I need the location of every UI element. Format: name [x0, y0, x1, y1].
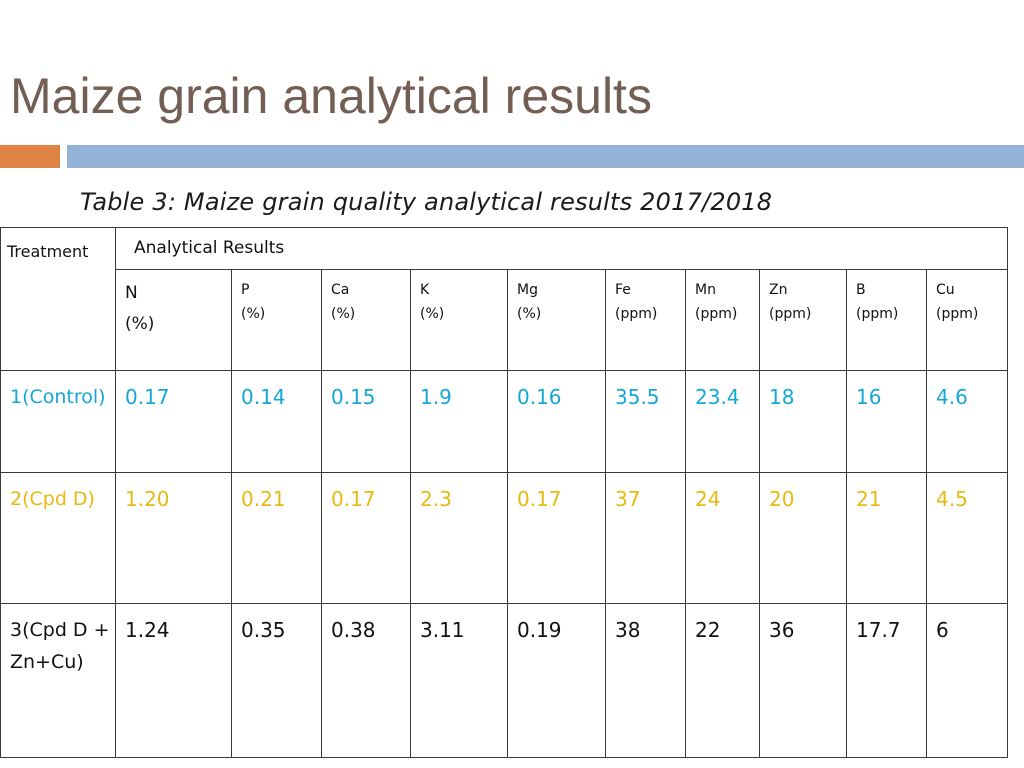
column-symbol: K [420, 282, 430, 298]
value-cell: 0.19 [507, 603, 606, 758]
value-cell: 6 [925, 603, 1009, 758]
value-cell: 0.38 [321, 603, 411, 758]
accent-bar-blue [67, 145, 1024, 168]
column-unit: (ppm) [615, 306, 658, 322]
value-cell: 1.20 [115, 472, 232, 604]
column-header-n: N (%) [115, 269, 232, 371]
slide-title: Maize grain analytical results [10, 68, 652, 124]
column-unit: (ppm) [769, 306, 812, 322]
value-cell: 24 [685, 472, 760, 604]
value-cell: 4.6 [925, 370, 1009, 473]
analytical-results-table: Treatment Analytical Results N (%) P (%) C… [0, 227, 1009, 758]
table-row-cpd-d-zn-cu: 3(Cpd D +Zn+Cu) 1.24 0.35 0.38 3.11 0.19… [0, 603, 1009, 758]
column-symbol: Mg [517, 282, 538, 298]
value-cell: 0.21 [231, 472, 322, 604]
column-header-b: B (ppm) [846, 269, 927, 371]
value-cell: 18 [759, 370, 847, 473]
value-cell: 3.11 [410, 603, 508, 758]
column-header-p: P (%) [231, 269, 322, 371]
column-unit: (%) [420, 306, 445, 322]
column-unit: (%) [241, 306, 266, 322]
column-header-mn: Mn (ppm) [685, 269, 760, 371]
value-cell: 4.5 [925, 472, 1009, 604]
value-cell: 0.16 [507, 370, 606, 473]
treatment-header: Treatment [0, 227, 116, 371]
table-row-cpd-d: 2(Cpd D) 1.20 0.21 0.17 2.3 0.17 37 24 2… [0, 472, 1009, 604]
value-cell: 17.7 [846, 603, 927, 758]
column-symbol: Cu [936, 282, 955, 298]
value-cell: 0.17 [115, 370, 232, 473]
treatment-cell: 1(Control) [0, 370, 116, 473]
table-caption: Table 3: Maize grain quality analytical … [80, 188, 773, 216]
analytical-results-header: Analytical Results [114, 227, 1009, 270]
column-symbol: N [125, 283, 138, 303]
column-header-fe: Fe (ppm) [605, 269, 686, 371]
column-header-k: K (%) [410, 269, 508, 371]
value-cell: 2.3 [410, 472, 508, 604]
treatment-cell: 3(Cpd D +Zn+Cu) [0, 603, 116, 758]
column-header-cu: Cu (ppm) [925, 269, 1009, 371]
value-cell: 35.5 [605, 370, 686, 473]
value-cell: 20 [759, 472, 847, 604]
accent-bar-orange [0, 145, 60, 168]
value-cell: 22 [685, 603, 760, 758]
treatment-cell: 2(Cpd D) [0, 472, 116, 604]
value-cell: 0.17 [321, 472, 411, 604]
column-symbol: Ca [331, 282, 350, 298]
table-row-control: 1(Control) 0.17 0.14 0.15 1.9 0.16 35.5 … [0, 370, 1009, 473]
column-unit: (%) [125, 314, 155, 334]
column-symbol: Mn [695, 282, 716, 298]
column-symbol: Fe [615, 282, 631, 298]
value-cell: 23.4 [685, 370, 760, 473]
column-header-mg: Mg (%) [507, 269, 606, 371]
value-cell: 0.15 [321, 370, 411, 473]
value-cell: 0.14 [231, 370, 322, 473]
column-header-zn: Zn (ppm) [759, 269, 847, 371]
column-header-ca: Ca (%) [321, 269, 411, 371]
value-cell: 21 [846, 472, 927, 604]
value-cell: 0.35 [231, 603, 322, 758]
column-unit: (ppm) [695, 306, 738, 322]
column-unit: (ppm) [936, 306, 979, 322]
value-cell: 1.24 [115, 603, 232, 758]
column-unit: (%) [517, 306, 542, 322]
column-symbol: Zn [769, 282, 788, 298]
value-cell: 37 [605, 472, 686, 604]
column-unit: (%) [331, 306, 356, 322]
value-cell: 1.9 [410, 370, 508, 473]
value-cell: 38 [605, 603, 686, 758]
value-cell: 36 [759, 603, 847, 758]
column-symbol: B [856, 282, 866, 298]
column-symbol: P [241, 282, 250, 298]
value-cell: 0.17 [507, 472, 606, 604]
column-unit: (ppm) [856, 306, 899, 322]
value-cell: 16 [846, 370, 927, 473]
